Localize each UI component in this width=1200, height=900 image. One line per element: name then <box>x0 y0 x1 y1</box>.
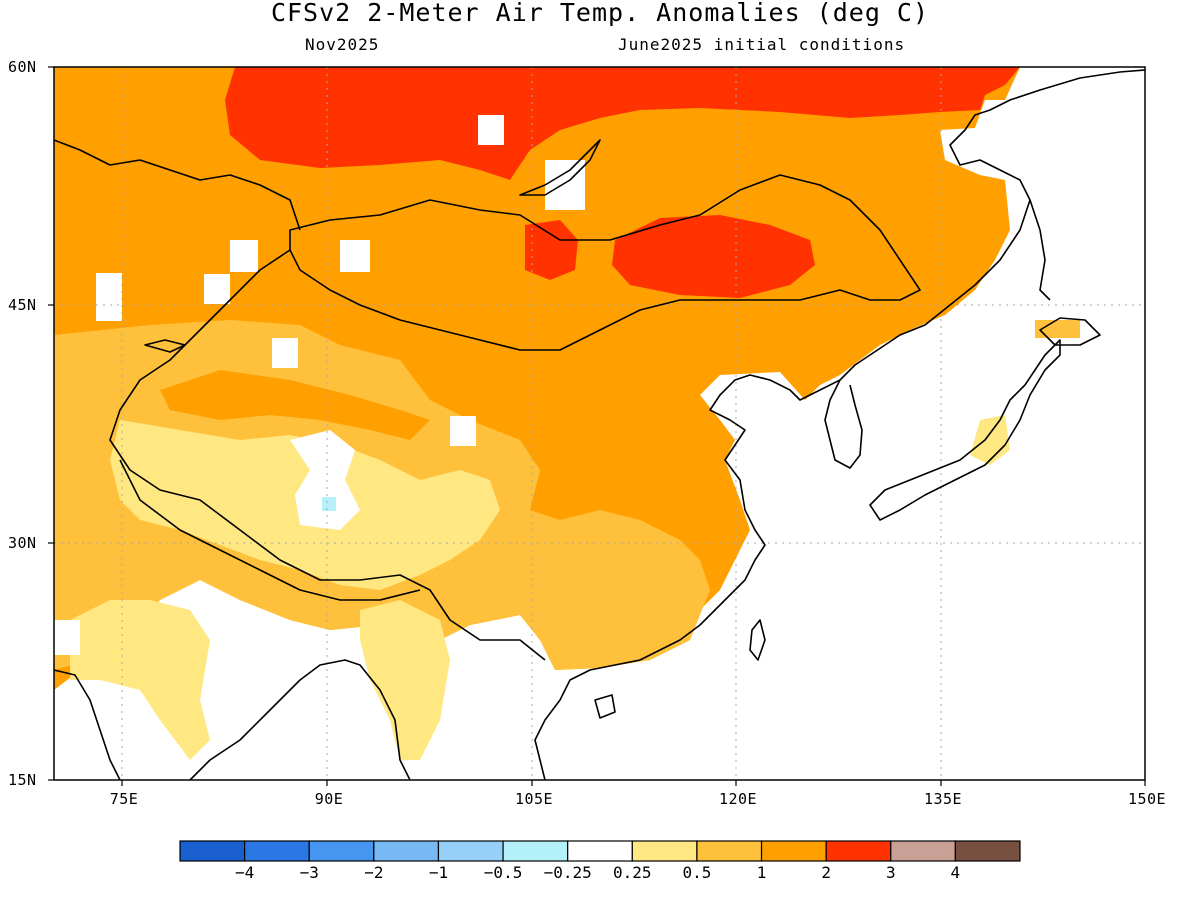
colorbar-swatch <box>437 840 504 862</box>
colorbar-label: 0.25 <box>613 863 652 882</box>
colorbar-swatch <box>631 840 698 862</box>
coastlines <box>53 69 1146 781</box>
mask-patch <box>272 338 298 368</box>
fill-0.25-to-0.5-korea <box>970 415 1010 465</box>
colorbar-swatch <box>825 840 892 862</box>
fill-0.5-to-1-hokkaido <box>1035 320 1080 338</box>
colorbar-swatch <box>567 840 633 862</box>
coastline-japan <box>869 339 1061 521</box>
lon-label: 135E <box>923 790 963 808</box>
map-title: CFSv2 2-Meter Air Temp. Anomalies (deg C… <box>270 0 930 27</box>
lon-label: 90E <box>314 790 344 808</box>
colorbar-swatch <box>502 840 569 862</box>
coastline-balkhash <box>144 339 186 353</box>
colorbar-label: 1 <box>756 863 767 882</box>
mask-patch <box>204 274 230 304</box>
lat-label: 45N <box>8 296 37 314</box>
fill-near-normal-east <box>430 67 1145 780</box>
colorbar-label: 3 <box>885 863 896 882</box>
valid-month: Nov2025 <box>305 35 380 54</box>
init-conditions: June2025 initial conditions <box>618 35 906 54</box>
mask-patch <box>340 240 370 272</box>
anomaly-fill-layer <box>54 67 1145 780</box>
colorbar-label: −1 <box>428 863 449 882</box>
coastline-india <box>53 659 411 781</box>
lon-label: 105E <box>514 790 554 808</box>
colorbar-label: −3 <box>299 863 319 882</box>
fill-minus-0.25-spot <box>322 497 336 511</box>
mask-patch <box>96 273 122 321</box>
mask-patch <box>478 115 504 145</box>
colorbar-swatch <box>373 840 440 862</box>
fill-2-to-3-siberia <box>225 67 1020 180</box>
border-china-west <box>109 249 546 661</box>
fill-2-to-3-spot <box>525 220 578 280</box>
coastline-sakhalin <box>1029 199 1051 301</box>
colorbar-swatch <box>696 840 763 862</box>
colorbar-swatch <box>179 840 246 862</box>
coastline-korea <box>824 379 863 469</box>
fill-0.25-to-0.5-india <box>70 600 210 760</box>
lon-label: 150E <box>1127 790 1167 808</box>
mask-patch <box>450 416 476 446</box>
lat-label: 15N <box>8 771 37 789</box>
mask-patch <box>545 160 585 210</box>
coastline-hokkaido <box>1039 317 1101 346</box>
colorbar-label: −4 <box>234 863 255 882</box>
colorbar-swatch <box>954 840 1021 862</box>
colorbar-swatch <box>244 840 310 862</box>
fill-0.25-to-0.5-myanmar <box>360 600 450 760</box>
mask-patch <box>54 620 80 655</box>
colorbar <box>179 840 1021 862</box>
colorbar-swatch <box>890 840 956 862</box>
colorbar-label: 4 <box>950 863 961 882</box>
border-mongolia <box>289 174 921 351</box>
lon-label: 75E <box>109 790 139 808</box>
coastline-east-asia <box>534 69 1146 781</box>
fill-2-to-3-mongolia <box>612 215 815 298</box>
colorbar-label: −2 <box>364 863 384 882</box>
coastline-hainan <box>594 694 616 719</box>
colorbar-swatch <box>308 840 375 862</box>
colorbar-label: 0.5 <box>682 863 712 882</box>
lat-label: 30N <box>8 534 37 552</box>
lat-label: 60N <box>8 58 37 76</box>
colorbar-label: −0.25 <box>543 863 592 882</box>
lon-label: 120E <box>718 790 758 808</box>
colorbar-swatch <box>760 840 827 862</box>
coastline-baikal <box>519 139 601 196</box>
fill-1-to-2-tarim <box>160 370 430 440</box>
mask-patch <box>230 240 258 272</box>
border-russia-kazakhstan <box>53 139 301 231</box>
colorbar-label: −0.5 <box>483 863 523 882</box>
axis-ticks <box>48 66 1146 786</box>
border-himalaya <box>119 459 421 601</box>
coastline-taiwan <box>749 619 766 661</box>
fill-near-normal-tibet <box>290 430 360 530</box>
colorbar-label: 2 <box>821 863 831 882</box>
plot-frame <box>53 66 1146 781</box>
